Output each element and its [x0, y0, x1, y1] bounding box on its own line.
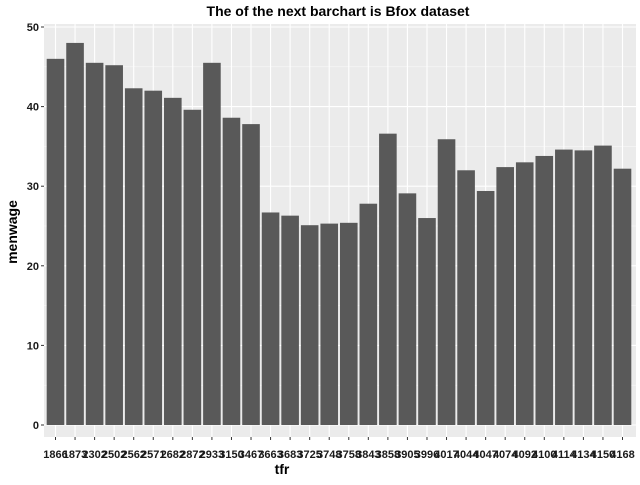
x-tick-label: 3683 [278, 449, 302, 461]
x-tick-label: 4047 [473, 449, 497, 461]
x-tick-label: 2502 [102, 449, 126, 461]
bar-3663 [261, 212, 280, 425]
x-tick-label: 2872 [180, 449, 204, 461]
x-tick-label: 2933 [200, 449, 224, 461]
bar-3683 [281, 215, 299, 425]
x-tick-label: 3843 [356, 449, 380, 461]
bar-3725 [300, 225, 319, 425]
bar-3858 [379, 133, 397, 425]
y-axis-title: menwage [4, 200, 20, 264]
x-tick-label: 1873 [63, 449, 87, 461]
bar-4168 [613, 168, 632, 425]
x-tick-label: 1866 [43, 449, 67, 461]
bar-3758 [339, 222, 358, 425]
x-tick-label: 3905 [395, 449, 419, 461]
x-tick-label: 3748 [317, 449, 341, 461]
x-tick-label: 3858 [376, 449, 400, 461]
x-tick-label: 4134 [571, 449, 596, 461]
x-tick-label: 4114 [552, 449, 577, 461]
bar-1873 [66, 42, 84, 426]
y-tick-label: 30 [27, 181, 39, 193]
bar-2302 [85, 62, 104, 425]
bar-4017 [437, 139, 456, 426]
y-tick-label: 40 [27, 102, 39, 114]
y-tick-label: 0 [33, 420, 39, 432]
bar-3996 [418, 218, 436, 425]
x-tick-label: 3725 [297, 449, 321, 461]
bar-2562 [124, 88, 143, 425]
x-tick-label: 2302 [82, 449, 106, 461]
bars [46, 42, 632, 426]
x-tick-label: 3996 [415, 449, 439, 461]
bar-3748 [320, 223, 339, 425]
bar-4134 [574, 150, 593, 425]
x-tick-label: 3758 [337, 449, 361, 461]
x-tick-label: 2682 [161, 449, 185, 461]
y-axis: 0 10 20 30 40 50 [27, 22, 44, 432]
y-tick-label: 20 [27, 261, 39, 273]
x-tick-label: 4168 [610, 449, 634, 461]
x-tick-label: 4017 [434, 449, 458, 461]
y-tick-label: 50 [27, 22, 39, 34]
x-tick-label: 3467 [239, 449, 263, 461]
bar-4114 [555, 149, 573, 425]
bar-4092 [515, 162, 534, 425]
bar-2682 [164, 97, 182, 425]
bar-1866 [46, 58, 65, 426]
bar-4100 [535, 155, 554, 425]
y-tick-label: 10 [27, 340, 39, 352]
bar-3467 [242, 124, 260, 426]
x-tick-label: 4150 [591, 449, 615, 461]
bar-4074 [496, 167, 514, 425]
bar-3905 [398, 193, 417, 425]
bar-4150 [594, 145, 612, 425]
chart-title: The of the next barchart is Bfox dataset [207, 3, 470, 19]
bar-2502 [105, 65, 123, 426]
x-tick-label: 4100 [532, 449, 556, 461]
bar-3843 [359, 203, 378, 425]
x-tick-label: 4074 [493, 449, 518, 461]
bar-2571 [144, 90, 163, 426]
x-tick-label: 4092 [512, 449, 536, 461]
x-tick-label: 2571 [141, 449, 165, 461]
bar-2933 [203, 62, 221, 425]
x-tick-label: 3150 [219, 449, 243, 461]
x-tick-label: 4044 [454, 449, 479, 461]
bar-3150 [222, 117, 241, 426]
bar-4047 [476, 190, 495, 425]
x-tick-label: 3663 [258, 449, 282, 461]
x-axis-title: tfr [275, 461, 290, 477]
bar-2872 [183, 109, 202, 425]
x-axis: 1866187323022502256225712682287229333150… [43, 437, 635, 461]
bar-4044 [457, 170, 475, 425]
x-tick-label: 2562 [121, 449, 145, 461]
